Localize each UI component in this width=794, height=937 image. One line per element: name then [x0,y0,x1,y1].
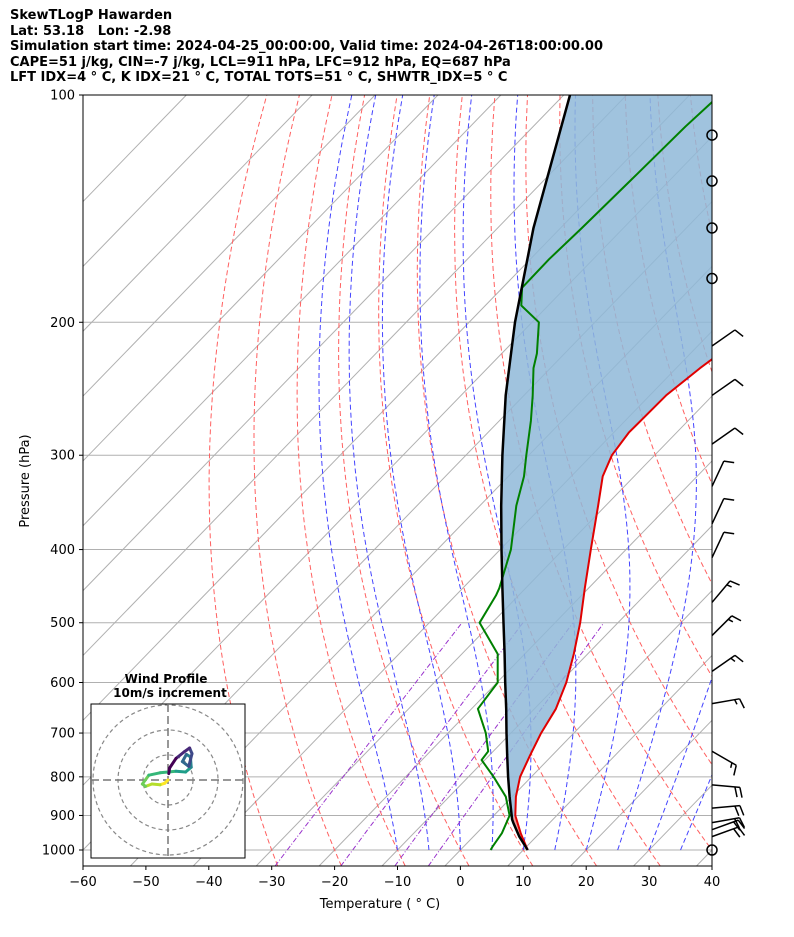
station-coordinates: Lat: 53.18 Lon: -2.98 [10,23,172,39]
x-tick-label: 30 [641,875,658,890]
wind-barb [711,804,745,817]
axes: −60 −50 −40 −30 −20 −10 0 10 20 30 40 100 200 300 400 5… [42,89,720,891]
dry-adiabat [788,95,794,866]
isotherm-gridline [759,95,794,866]
hodograph-segment [140,773,151,786]
wind-barb [711,698,745,709]
moist-adiabat [574,95,631,851]
mixing-ratio-line [274,622,463,866]
moist-adiabat [648,675,712,851]
sounding-profiles [476,95,712,851]
moist-adiabat [419,95,494,850]
temperature-profile [514,358,712,851]
wind-barb [711,615,742,637]
cape-fill [501,95,712,820]
y-tick-label: 200 [50,316,75,331]
y-tick-label: 300 [50,449,75,464]
y-tick-label: 500 [50,616,75,631]
hodograph-inset: Wind Profile 10m/s increment [90,672,246,859]
dry-adiabat [756,95,794,866]
x-tick-label: 0 [456,875,464,890]
dry-adiabat [296,95,406,866]
isotherm-gridline [83,95,565,592]
stability-indices: LFT IDX=4 ° C, K IDX=21 ° C, TOTAL TOTS=… [10,70,508,86]
wind-barb [711,580,740,603]
chart-header: SkewTLogP Hawarden Lat: 53.18 Lon: -2.98… [10,8,603,86]
dry-adiabat [624,95,712,485]
y-tick-label: 800 [50,770,75,785]
hodograph-segment [187,752,194,768]
hodograph-subtitle: 10m/s increment [113,686,227,700]
isotherm-gridline [83,95,439,462]
cape-area [501,95,712,850]
wind-barb [711,427,744,445]
mixing-ratio-line [340,622,524,866]
wind-barbs [706,129,746,856]
x-tick-label: 40 [704,875,721,890]
wind-barb [711,531,735,558]
moist-adiabat [617,95,697,851]
x-tick-label: 20 [578,875,595,890]
isotherm-gridline [318,460,712,866]
y-tick-label: 1000 [42,844,75,859]
isotherm-gridline [83,95,502,527]
dry-adiabat [253,95,342,866]
hodograph-segment [168,756,178,770]
y-tick-label: 400 [50,543,75,558]
wind-barb [711,817,745,829]
dry-adiabat [490,95,712,851]
wind-barb [711,750,737,776]
x-tick-label: −20 [321,875,348,890]
chart-title: SkewTLogP Hawarden [10,8,173,23]
isotherm-gridline [83,95,376,397]
hodograph-segment [167,766,172,776]
wind-barb [711,654,744,673]
y-tick-label: 900 [50,809,75,824]
hodograph-title: Wind Profile [125,672,208,686]
y-tick-label: 600 [50,676,75,691]
hodograph-segment [174,769,188,774]
wind-barb [711,497,735,525]
simulation-times: Simulation start time: 2024-04-25_00:00:… [10,39,603,55]
isotherm-gridline [570,719,712,866]
isotherm-gridline [83,95,628,657]
x-tick-label: −10 [384,875,411,890]
isotherm-gridline [444,589,712,866]
hodograph-segment [174,750,186,760]
y-axis-label: Pressure (hPa) [18,434,33,527]
dry-adiabat [208,95,279,866]
moist-adiabat [680,773,712,851]
wind-barb [711,784,743,798]
isotherm-gridline [255,395,712,866]
moist-adiabat [348,95,430,851]
parcel-profile [499,95,572,851]
x-tick-label: −60 [69,875,96,890]
hodograph-segment [147,771,162,777]
x-tick-label: −50 [132,875,159,890]
wind-barb [711,460,735,487]
moist-adiabat [711,848,712,850]
dry-adiabat [723,95,794,866]
isotherm-gridline [83,95,313,332]
x-tick-label: −40 [195,875,222,890]
x-axis-label: Temperature ( ° C) [319,897,440,912]
wind-barb [711,329,744,347]
isotherm-gridline [507,654,712,866]
dry-adiabat [338,95,470,866]
moist-adiabat [318,95,398,851]
x-tick-label: −30 [258,875,285,890]
dry-adiabat [378,95,534,866]
isotherm-gridline [83,95,250,268]
x-tick-label: 10 [515,875,532,890]
y-tick-label: 700 [50,727,75,742]
wind-barb [711,378,744,397]
instability-indices: CAPE=51 j/kg, CIN=-7 j/kg, LCL=911 hPa, … [10,54,511,70]
y-tick-label: 100 [50,89,75,104]
